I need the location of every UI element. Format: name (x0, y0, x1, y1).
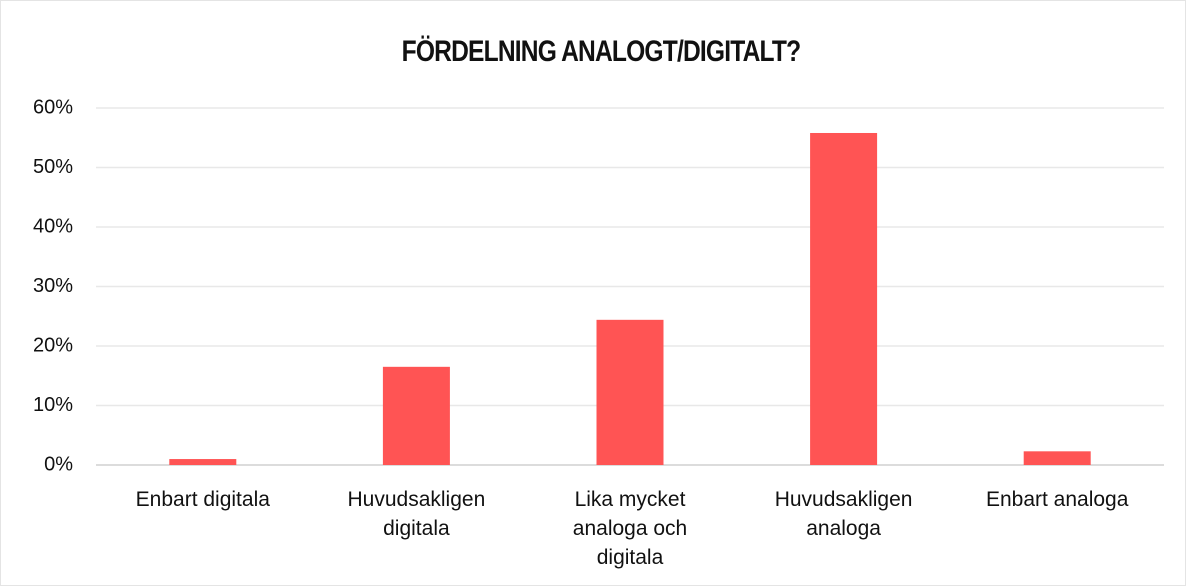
bar (382, 366, 450, 465)
bar (810, 132, 878, 466)
y-tick-label: 60% (33, 96, 73, 118)
x-tick-label: Enbart digitala (135, 488, 270, 511)
y-tick-label: 10% (33, 394, 73, 416)
y-tick-label: 20% (33, 334, 73, 356)
y-tick-label: 50% (33, 156, 73, 178)
x-tick-label: Lika mycket analoga och digitala (572, 488, 688, 569)
x-tick-label: Enbart analoga (985, 488, 1129, 511)
y-tick-label: 40% (33, 215, 73, 237)
x-tick-label: Huvudsakligen analoga (774, 488, 913, 540)
bar (596, 319, 664, 465)
bar (169, 459, 237, 465)
bar (1023, 451, 1091, 465)
y-tick-label: 30% (33, 275, 73, 297)
y-tick-label: 0% (44, 453, 73, 475)
chart-title: FÖRDELNING ANALOGT/DIGITALT? (402, 34, 801, 68)
x-tick-label: Huvudsakligen digitala (347, 488, 486, 540)
